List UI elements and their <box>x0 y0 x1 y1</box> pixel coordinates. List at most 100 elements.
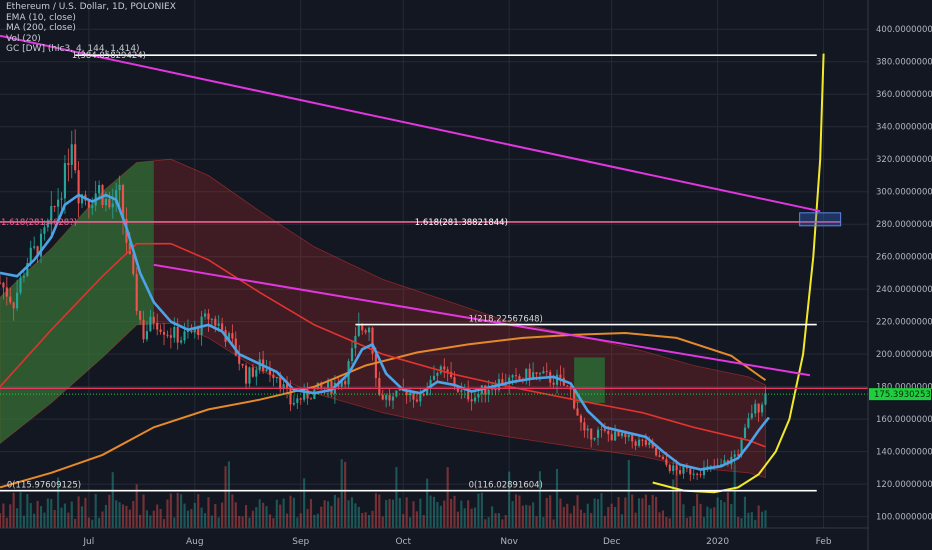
volume-bar <box>197 494 200 528</box>
candle <box>180 340 183 343</box>
volume-bar <box>361 512 364 528</box>
volume-bar <box>29 503 32 528</box>
candle <box>29 247 32 264</box>
candle <box>190 331 193 333</box>
volume-bar <box>46 498 49 528</box>
volume-bar <box>436 502 439 528</box>
candle <box>385 395 388 400</box>
candle <box>121 184 125 220</box>
volume-bar <box>214 504 217 528</box>
candle <box>453 377 456 387</box>
legend-ema[interactable]: EMA (10, close) <box>6 12 76 23</box>
volume-bar <box>94 493 97 528</box>
y-tick-label: 240.00000000 <box>876 285 932 295</box>
volume-bar <box>719 499 723 528</box>
candle <box>672 465 675 472</box>
candle <box>159 329 162 332</box>
candle <box>552 382 555 385</box>
candle <box>248 367 251 384</box>
volume-bar <box>91 519 94 528</box>
volume-bar <box>313 514 316 528</box>
candle <box>43 227 46 234</box>
volume-bar <box>648 504 651 528</box>
volume-bar <box>487 517 490 528</box>
volume-bar <box>248 517 251 528</box>
ma-200-close-line <box>0 331 767 489</box>
candle <box>545 371 548 373</box>
volume-bar <box>443 500 446 528</box>
candle <box>391 396 395 401</box>
candle <box>98 185 101 194</box>
candle <box>470 399 473 402</box>
volume-bar <box>624 497 627 528</box>
candle <box>637 439 641 446</box>
volume-bar <box>579 509 583 528</box>
volume-bar <box>244 505 248 528</box>
volume-bar <box>432 496 436 528</box>
y-tick-label: 140.00000000 <box>876 448 932 458</box>
volume-bar <box>716 497 719 528</box>
candle <box>388 395 391 401</box>
volume-bar <box>545 497 548 528</box>
volume-bar <box>733 464 736 528</box>
volume-bar <box>552 519 555 528</box>
volume-bar <box>316 513 319 528</box>
volume-bar <box>439 505 442 528</box>
volume-bar <box>596 499 600 528</box>
candle <box>309 398 313 400</box>
volume-bar <box>282 498 285 528</box>
volume-bar <box>651 494 654 528</box>
candle <box>473 397 477 402</box>
volume-bar <box>149 515 152 528</box>
volume-bar <box>231 494 234 528</box>
volume-bar <box>142 494 145 528</box>
candle <box>80 194 84 204</box>
volume-bar <box>470 508 473 528</box>
y-tick-label: 120.00000000 <box>876 480 932 490</box>
candle <box>320 382 323 388</box>
candle <box>60 198 63 200</box>
candle <box>682 466 685 474</box>
candle <box>603 429 606 431</box>
legend-vol[interactable]: Vol (20) <box>6 33 41 44</box>
volume-bar <box>518 495 521 528</box>
candle <box>368 327 371 333</box>
candle <box>648 442 651 445</box>
volume-bar <box>453 495 456 528</box>
candle <box>733 454 736 457</box>
candle <box>395 390 398 397</box>
volume-bar <box>33 513 36 528</box>
volume-bar <box>678 492 682 528</box>
volume-bar <box>405 497 408 528</box>
upper-trendline <box>0 34 821 213</box>
volume-bar <box>289 495 292 528</box>
volume-bar <box>350 497 354 528</box>
candle <box>303 389 306 400</box>
candle <box>439 366 442 373</box>
legend-gc[interactable]: GC [DW] (hlc3, 4, 144, 1.414) <box>6 44 140 54</box>
legend-ma[interactable]: MA (200, close) <box>6 23 76 33</box>
volume-bar <box>706 506 709 528</box>
volume-bar <box>463 508 466 528</box>
volume-bar <box>176 492 179 528</box>
volume-bar <box>658 512 661 528</box>
candle <box>132 254 135 275</box>
candle <box>156 322 159 330</box>
fib-1618-label: 1.618(281.38821844) <box>415 218 508 228</box>
candle <box>145 331 149 340</box>
candle <box>702 467 706 476</box>
candle <box>217 323 220 326</box>
candle <box>709 465 712 467</box>
volume-bar <box>74 518 77 528</box>
volume-bar <box>238 515 241 528</box>
volume-bar <box>549 495 552 528</box>
volume-bar <box>699 503 702 528</box>
candle <box>501 379 504 384</box>
volume-bar <box>180 494 183 528</box>
candle <box>306 389 309 399</box>
candles <box>0 129 767 481</box>
candle <box>330 380 333 394</box>
